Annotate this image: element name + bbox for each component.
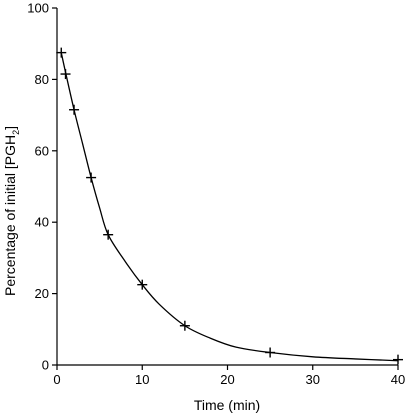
y-axis-label: Percentage of initial [PGH2]	[2, 126, 21, 296]
y-tick-label: 60	[35, 143, 49, 158]
data-points	[56, 47, 403, 365]
x-tick-label: 10	[135, 372, 149, 387]
y-tick-label: 0	[42, 358, 49, 373]
data-point	[265, 347, 276, 358]
y-axis-label-prefix: Percentage of initial [PGH	[2, 135, 18, 296]
fit-curve	[60, 52, 399, 362]
data-point	[103, 229, 114, 240]
y-tick-label: 100	[27, 1, 49, 16]
data-point	[393, 354, 403, 365]
x-tick-label: 0	[53, 372, 60, 387]
x-tick-label: 30	[306, 372, 320, 387]
x-axis-label: Time (min)	[194, 397, 260, 413]
axes	[56, 8, 398, 366]
data-point	[137, 279, 148, 290]
y-tick-label: 80	[35, 72, 49, 87]
data-point	[69, 104, 80, 115]
data-point	[86, 172, 97, 183]
tick-labels: 0 10 20 30 40 0 20 40 60 80 100	[27, 1, 405, 388]
ticks	[52, 7, 399, 370]
y-tick-label: 20	[35, 286, 49, 301]
data-point	[179, 320, 190, 331]
data-point	[56, 47, 67, 58]
x-tick-label: 40	[391, 372, 405, 387]
data-point	[60, 69, 71, 80]
y-tick-label: 40	[35, 215, 49, 230]
x-tick-label: 20	[220, 372, 234, 387]
y-axis-label-subscript: 2	[11, 130, 21, 135]
y-axis-label-suffix: ]	[2, 126, 18, 130]
